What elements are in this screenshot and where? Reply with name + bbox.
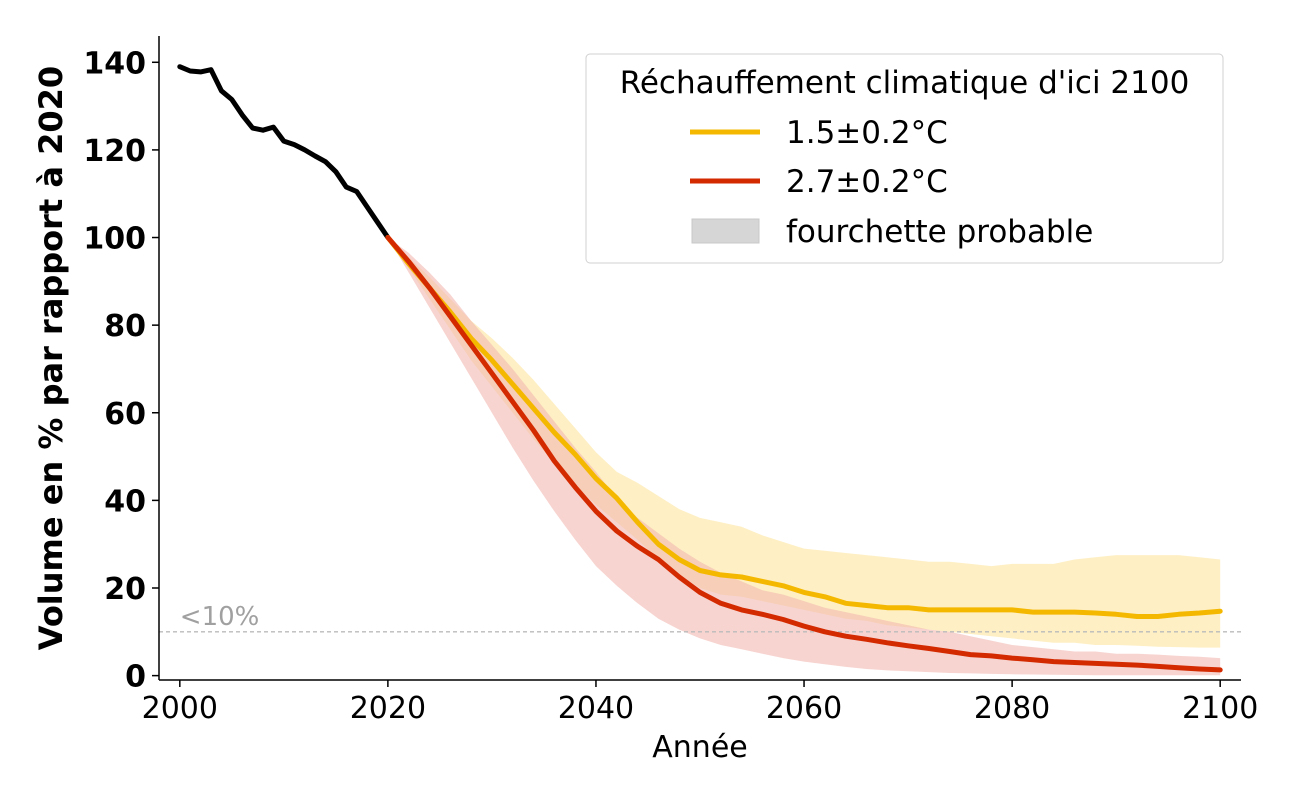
y-tick-label: 0 [125,660,146,695]
y-tick-label: 100 [83,222,146,257]
legend: Réchauffement climatique d'ici 2100 1.5±… [585,53,1224,264]
x-ticks: 2000 2020 2040 2060 2080 2100 [142,680,1258,726]
x-tick-label: 2060 [766,691,842,726]
x-tick-label: 2080 [974,691,1050,726]
x-axis-label: Année [652,730,747,765]
x-tick-label: 2040 [558,691,634,726]
legend-entry-1-5c: 1.5±0.2°C [786,115,948,151]
legend-swatch-band [691,218,760,244]
line-1-5c [385,235,1223,619]
legend-entry-band: fourchette probable [786,214,1093,250]
legend-entry-2-7c: 2.7±0.2°C [786,164,948,200]
confidence-bands [387,237,1221,676]
y-tick-label: 20 [104,572,146,607]
x-tick-label: 2100 [1182,691,1258,726]
y-ticks: 0 20 40 60 80 100 120 140 [83,46,159,695]
y-tick-label: 40 [104,484,146,519]
legend-box [585,53,1224,264]
y-tick-label: 120 [83,134,146,169]
series-lines [177,64,1223,673]
y-tick-label: 60 [104,397,146,432]
y-tick-label: 140 [83,46,146,81]
legend-title: Réchauffement climatique d'ici 2100 [620,65,1190,101]
plot-area: <10% [159,64,1241,676]
line-historical [177,64,391,240]
x-tick-label: 2000 [142,691,218,726]
band-2-7c [387,237,1221,676]
line-2-7c [385,235,1223,673]
y-tick-label: 80 [104,309,146,344]
threshold-label: <10% [180,602,260,632]
y-axis-label: Volume en % par rapport à 2020 [32,66,70,650]
x-tick-label: 2020 [350,691,426,726]
